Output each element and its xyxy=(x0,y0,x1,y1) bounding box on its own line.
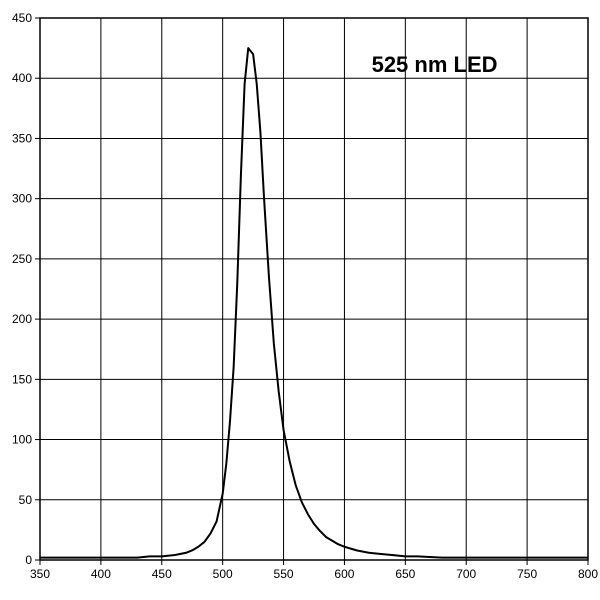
x-tick-label: 400 xyxy=(91,567,111,581)
x-tick-label: 550 xyxy=(274,567,294,581)
y-tick-label: 150 xyxy=(12,372,32,386)
x-tick-label: 650 xyxy=(395,567,415,581)
x-tick-label: 750 xyxy=(517,567,537,581)
x-tick-label: 500 xyxy=(213,567,233,581)
y-tick-label: 450 xyxy=(12,11,32,25)
x-tick-label: 800 xyxy=(578,567,598,581)
x-tick-label: 700 xyxy=(456,567,476,581)
x-tick-label: 600 xyxy=(334,567,354,581)
x-tick-label: 450 xyxy=(152,567,172,581)
y-tick-label: 0 xyxy=(25,553,32,567)
y-tick-label: 350 xyxy=(12,131,32,145)
y-tick-label: 50 xyxy=(19,493,33,507)
chart-container: 350 400 450 500 550 600 650 700 750 800 0 50 100 150 2… xyxy=(0,0,600,600)
y-tick-label: 300 xyxy=(12,192,32,206)
x-tick-label: 350 xyxy=(30,567,50,581)
y-tick-label: 200 xyxy=(12,312,32,326)
chart-background xyxy=(0,0,600,600)
y-tick-label: 100 xyxy=(12,433,32,447)
spectrum-chart: 350 400 450 500 550 600 650 700 750 800 0 50 100 150 2… xyxy=(0,0,600,600)
chart-title: 525 nm LED xyxy=(372,52,498,77)
y-tick-label: 250 xyxy=(12,252,32,266)
y-tick-label: 400 xyxy=(12,71,32,85)
